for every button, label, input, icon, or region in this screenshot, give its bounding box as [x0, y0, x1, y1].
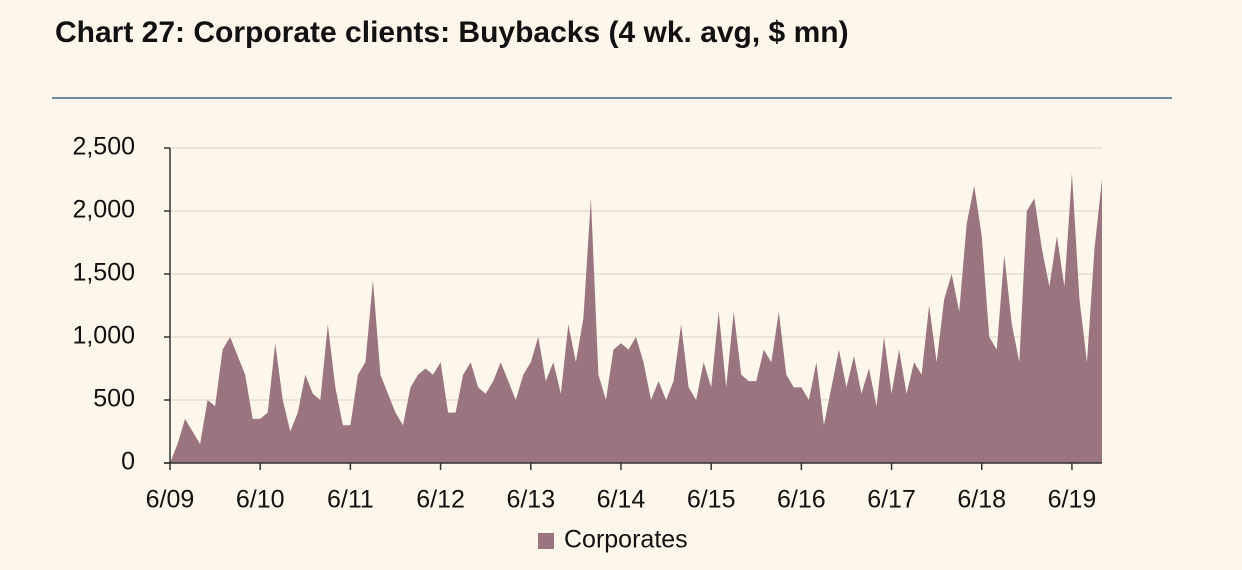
- x-tick-label: 6/12: [416, 486, 465, 514]
- y-tick-label: 2,500: [72, 133, 135, 161]
- x-tick-label: 6/10: [236, 486, 285, 514]
- x-tick-label: 6/14: [597, 486, 646, 514]
- y-tick-label: 1,000: [72, 322, 135, 350]
- x-tick-label: 6/18: [957, 486, 1006, 514]
- y-tick-label: 1,500: [72, 259, 135, 287]
- legend-swatch: [538, 533, 554, 549]
- x-tick-label: 6/15: [687, 486, 736, 514]
- chart-title: Chart 27: Corporate clients: Buybacks (4…: [55, 16, 849, 49]
- x-tick-label: 6/17: [867, 486, 916, 514]
- x-tick-label: 6/13: [506, 486, 555, 514]
- x-tick-label: 6/09: [146, 486, 195, 514]
- x-tick-label: 6/11: [327, 486, 374, 514]
- y-tick-label: 2,000: [72, 196, 135, 224]
- y-tick-label: 0: [121, 448, 135, 476]
- x-tick-label: 6/19: [1048, 486, 1097, 514]
- area: [170, 173, 1102, 463]
- x-tick-label: 6/16: [777, 486, 826, 514]
- y-tick-label: 500: [93, 385, 135, 413]
- legend-label: Corporates: [564, 526, 688, 554]
